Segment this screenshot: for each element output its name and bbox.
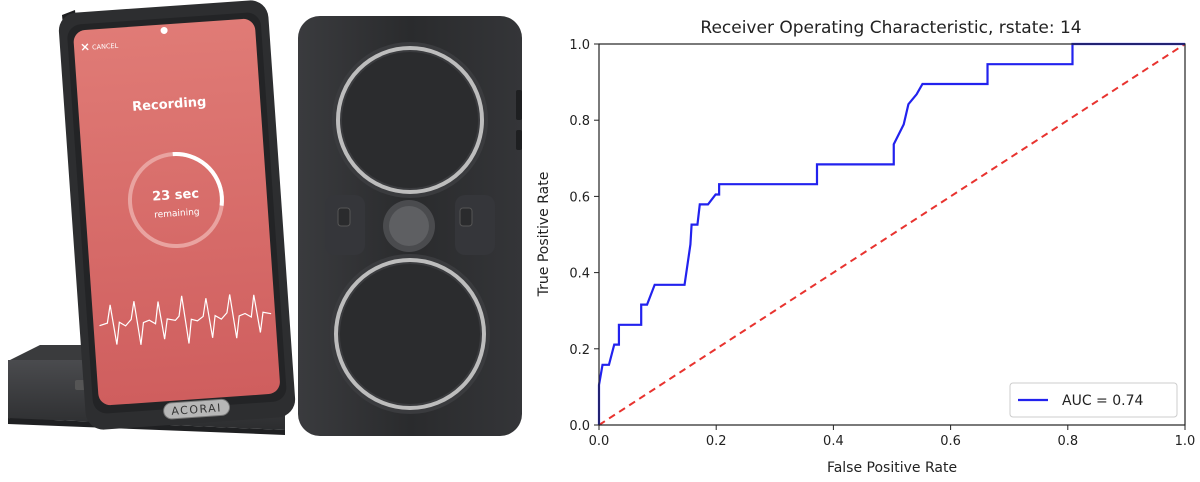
series-layer — [597, 42, 1186, 426]
legend: AUC = 0.74 — [1009, 382, 1178, 418]
brand-label: ACORAI — [171, 401, 222, 418]
phone: CANCEL Recording 23 sec remaining ACORAI — [58, 0, 296, 430]
timer-progress — [127, 152, 224, 249]
x-tick-label: 0.2 — [706, 434, 727, 449]
y-tick-label: 0.4 — [569, 267, 590, 282]
brand-plate — [163, 398, 231, 420]
device-illustration: CANCEL Recording 23 sec remaining ACORAI — [8, 0, 522, 436]
plot-frame — [598, 43, 1186, 426]
y-tick-label: 0.6 — [569, 190, 590, 205]
y-tick-label: 0.0 — [569, 419, 590, 434]
y-tick-label: 0.2 — [569, 343, 590, 358]
x-axis: 0.0 0.2 0.4 0.6 0.8 1.0 — [589, 425, 1196, 449]
chart-title: Receiver Operating Characteristic, rstat… — [700, 18, 1081, 38]
x-tick-label: 0.6 — [940, 434, 961, 449]
x-tick-label: 0.8 — [1057, 434, 1078, 449]
cancel-button[interactable]: CANCEL — [92, 42, 119, 52]
roc-curve — [597, 42, 1185, 425]
x-axis-label: False Positive Rate — [827, 460, 957, 476]
close-icon[interactable] — [81, 43, 89, 51]
timer-caption: remaining — [154, 207, 200, 220]
roc-chart: Receiver Operating Characteristic, rstat… — [536, 18, 1196, 476]
y-axis-label: True Positive Rate — [536, 172, 552, 298]
camera-icon — [160, 26, 168, 34]
phone-screen — [73, 18, 280, 406]
legend-label: AUC = 0.74 — [1062, 393, 1143, 409]
timer-value: 23 sec — [152, 186, 200, 204]
y-tick-label: 0.8 — [569, 114, 590, 129]
y-tick-label: 1.0 — [569, 38, 590, 53]
x-tick-label: 0.4 — [823, 434, 844, 449]
y-axis: 0.0 0.2 0.4 0.6 0.8 1.0 — [569, 38, 599, 434]
ecg-waveform — [99, 294, 272, 345]
chance-line — [598, 43, 1186, 426]
sensor-device — [298, 16, 522, 436]
recording-label: Recording — [132, 95, 207, 115]
x-tick-label: 1.0 — [1175, 434, 1196, 449]
x-tick-label: 0.0 — [589, 434, 610, 449]
